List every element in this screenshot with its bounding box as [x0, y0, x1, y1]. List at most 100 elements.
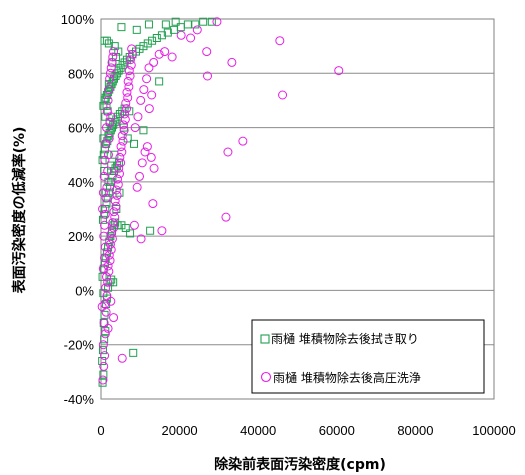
data-point-circle [123, 93, 133, 103]
x-axis-title: 除染前表面汚染密度(cpm) [214, 456, 386, 473]
y-tick-label: 80% [68, 66, 94, 81]
data-point-circle [148, 199, 158, 209]
data-point-circle [100, 253, 110, 263]
data-point-square [139, 126, 148, 135]
data-point-circle [130, 123, 140, 133]
data-point-circle [114, 163, 124, 173]
data-point-square [146, 226, 155, 235]
series-2-points [97, 17, 344, 385]
data-point-square [100, 167, 109, 175]
data-point-circle [98, 340, 108, 350]
y-tick-label: 40% [68, 175, 94, 190]
data-point-circle [100, 220, 110, 230]
data-point-circle [223, 147, 233, 157]
data-point-circle [105, 74, 115, 84]
data-point-square [155, 77, 164, 86]
data-point-circle [278, 90, 288, 100]
data-point-square [98, 215, 107, 224]
data-point-circle [144, 63, 154, 73]
data-point-circle [113, 174, 123, 184]
data-point-square [109, 278, 118, 287]
data-point-circle [107, 57, 117, 67]
data-point-square [117, 23, 126, 32]
data-point-square [130, 139, 139, 148]
data-point-circle [137, 158, 147, 168]
data-point-circle [122, 87, 132, 97]
data-point-circle [123, 76, 133, 86]
data-point-circle [144, 104, 154, 114]
y-tick-label: -40% [64, 392, 95, 407]
data-point-circle [111, 201, 121, 211]
data-point-circle [100, 329, 110, 339]
data-point-circle [212, 17, 222, 27]
data-point-circle [160, 47, 170, 57]
x-tick-label: 40000 [240, 423, 276, 438]
data-point-circle [221, 212, 231, 222]
data-point-circle [122, 104, 132, 114]
data-point-circle [275, 36, 285, 46]
legend-box [251, 319, 485, 394]
legend-label-series-2: 雨樋 堆積物除去後高圧洗浄 [273, 370, 421, 385]
data-point-circle [116, 158, 126, 168]
data-point-circle [98, 375, 108, 385]
data-point-circle [107, 228, 117, 238]
data-point-circle [105, 68, 115, 78]
data-point-circle [118, 120, 128, 130]
data-point-circle [112, 190, 122, 200]
data-point-square [125, 107, 134, 116]
data-point-circle [98, 204, 108, 214]
data-point-circle [106, 112, 116, 122]
data-point-circle [167, 52, 177, 62]
legend: 雨樋 堆積物除去後拭き取り 雨樋 堆積物除去後高圧洗浄 [251, 319, 485, 394]
data-point-circle [140, 147, 150, 157]
data-point-square [183, 20, 192, 29]
data-point-circle [227, 57, 237, 67]
data-point-circle [125, 71, 135, 81]
data-point-square [176, 23, 185, 32]
data-point-square [132, 25, 141, 34]
data-point-square [126, 229, 135, 238]
data-point-circle [104, 266, 114, 276]
data-point-square [152, 34, 161, 42]
data-point-circle [109, 313, 119, 323]
legend-marker-square [260, 334, 270, 344]
data-point-circle [103, 277, 113, 287]
x-tick-label: 60000 [319, 423, 355, 438]
data-point-circle [109, 207, 119, 217]
data-point-square [98, 357, 107, 365]
data-point-circle [97, 302, 107, 312]
data-point-square [129, 348, 138, 357]
x-tick-label: 0 [97, 423, 104, 438]
data-point-circle [119, 125, 129, 135]
data-point-circle [100, 299, 110, 309]
data-point-circle [133, 112, 143, 122]
data-point-circle [238, 136, 248, 146]
data-point-circle [100, 242, 110, 252]
data-point-square [100, 36, 109, 45]
data-point-circle [107, 234, 117, 244]
data-point-square [104, 39, 113, 48]
data-point-circle [146, 152, 156, 162]
data-point-circle [147, 90, 157, 100]
data-point-square [191, 20, 200, 29]
data-point-circle [120, 114, 130, 124]
data-point-square [143, 39, 152, 48]
y-tick-label: 20% [68, 229, 94, 244]
data-point-circle [103, 323, 113, 333]
data-point-circle [154, 49, 164, 59]
data-point-square [101, 112, 110, 121]
data-point-circle [126, 60, 136, 70]
data-point-circle [106, 63, 116, 73]
data-point-circle [101, 193, 111, 203]
data-point-circle [127, 44, 137, 54]
data-point-circle [105, 117, 115, 127]
data-point-circle [104, 133, 114, 143]
data-point-circle [109, 223, 119, 233]
data-point-square [100, 335, 109, 344]
data-point-square [99, 150, 108, 159]
data-point-square [104, 177, 113, 186]
y-tick-label: 100% [61, 12, 95, 27]
data-point-circle [116, 142, 126, 152]
data-point-square [98, 272, 107, 281]
